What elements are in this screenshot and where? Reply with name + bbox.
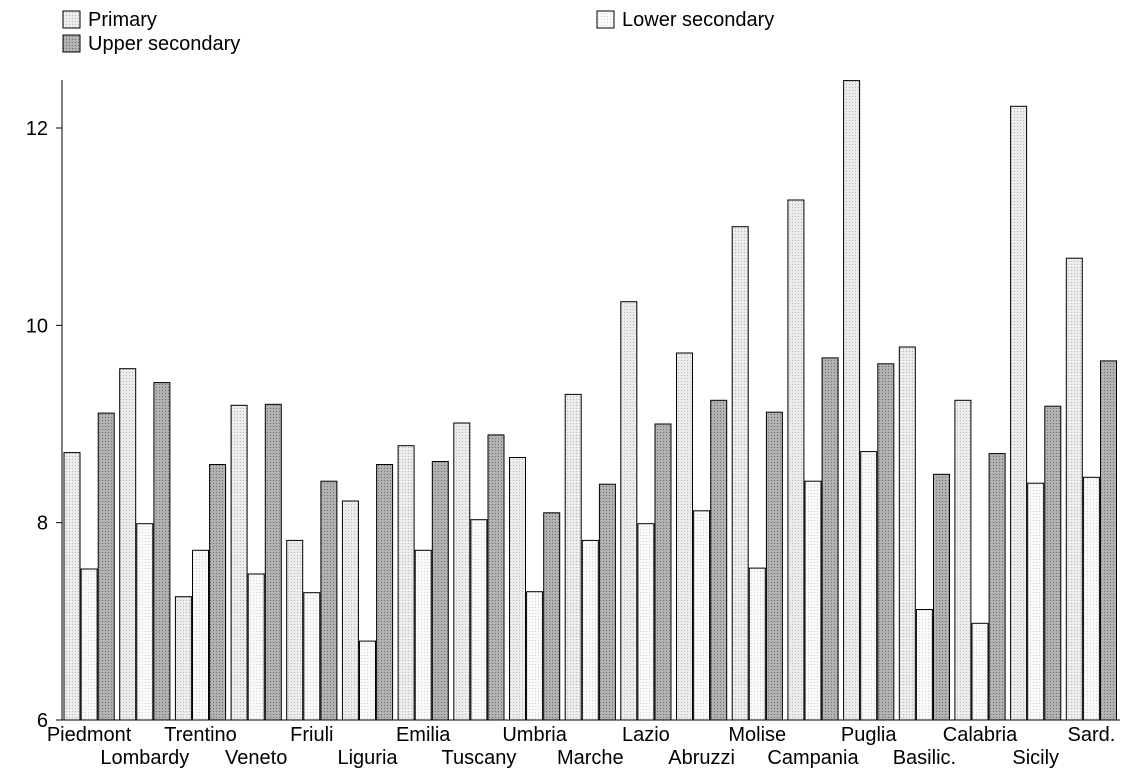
bar-upper-secondary-calabria	[988, 453, 1006, 721]
bar-upper-secondary-lazio	[654, 423, 672, 721]
category-label-tuscany: Tuscany	[441, 747, 516, 769]
category-label-emilia: Emilia	[396, 724, 451, 746]
category-label-basilic: Basilic.	[893, 747, 956, 769]
category-label-piedmont: Piedmont	[47, 724, 132, 746]
legend-swatch-upper-secondary	[62, 34, 81, 53]
bar-upper-secondary-campania	[821, 357, 839, 721]
legend-label-lower-secondary: Lower secondary	[622, 9, 774, 31]
bar-primary-liguria	[341, 500, 359, 721]
bar-upper-secondary-friuli	[320, 480, 338, 721]
category-label-calabria: Calabria	[943, 724, 1018, 746]
bar-upper-secondary-sard	[1100, 360, 1117, 721]
bar-lower-secondary-campania	[804, 480, 822, 721]
bar-primary-trentino	[174, 596, 192, 721]
bar-primary-molise	[731, 226, 749, 721]
category-label-lombardy: Lombardy	[100, 747, 189, 769]
bar-primary-sicily	[1010, 105, 1028, 721]
bar-upper-secondary-umbria	[543, 512, 561, 721]
bar-primary-umbria	[509, 457, 526, 721]
bar-primary-lombardy	[119, 368, 137, 721]
category-label-puglia: Puglia	[841, 724, 897, 746]
bar-lower-secondary-trentino	[192, 549, 209, 721]
legend-swatch-lower-secondary	[596, 10, 615, 29]
bar-upper-secondary-marche	[598, 483, 616, 721]
category-label-marche: Marche	[557, 747, 624, 769]
bar-upper-secondary-piedmont	[97, 412, 115, 721]
bar-lower-secondary-lombardy	[136, 523, 154, 721]
bar-lower-secondary-abruzzi	[693, 510, 711, 721]
bar-primary-abruzzi	[676, 352, 693, 721]
bar-upper-secondary-molise	[765, 411, 783, 721]
bar-upper-secondary-sicily	[1044, 405, 1062, 721]
bar-primary-marche	[564, 393, 582, 721]
axes-group: 6 8 10 12	[26, 80, 1120, 732]
category-label-trentino: Trentino	[164, 724, 237, 746]
category-label-friuli: Friuli	[290, 724, 333, 746]
category-label-lazio: Lazio	[622, 724, 670, 746]
category-label-veneto: Veneto	[225, 747, 287, 769]
bar-lower-secondary-friuli	[303, 592, 321, 721]
legend-label-upper-secondary: Upper secondary	[88, 33, 240, 55]
y-tick-label: 8	[37, 513, 48, 535]
category-label-liguria: Liguria	[337, 747, 398, 769]
bar-upper-secondary-lombardy	[153, 382, 171, 721]
bar-upper-secondary-liguria	[376, 464, 394, 721]
bar-lower-secondary-umbria	[526, 591, 544, 721]
legend-item-primary: Primary	[62, 9, 157, 31]
bar-upper-secondary-tuscany	[487, 434, 505, 721]
bar-primary-basilic	[898, 346, 916, 721]
bar-upper-secondary-abruzzi	[710, 399, 728, 721]
bar-lower-secondary-calabria	[971, 622, 989, 721]
category-label-molise: Molise	[728, 724, 786, 746]
bar-lower-secondary-lazio	[637, 523, 655, 721]
category-label-umbria: Umbria	[502, 724, 567, 746]
bar-lower-secondary-veneto	[247, 573, 265, 721]
bars-group	[63, 80, 1117, 721]
bar-upper-secondary-trentino	[209, 464, 227, 721]
bar-primary-emilia	[397, 445, 415, 721]
legend-swatch-primary	[62, 10, 81, 29]
bar-lower-secondary-tuscany	[470, 519, 488, 721]
legend-item-lower-secondary: Lower secondary	[596, 9, 774, 31]
y-tick-label: 10	[26, 315, 48, 337]
bar-lower-secondary-molise	[748, 567, 766, 721]
bar-lower-secondary-marche	[581, 539, 599, 721]
bar-lower-secondary-emilia	[414, 549, 432, 721]
bar-primary-piedmont	[63, 452, 81, 721]
bar-lower-secondary-basilic	[915, 609, 933, 721]
bar-upper-secondary-veneto	[264, 403, 282, 721]
bar-lower-secondary-piedmont	[80, 568, 98, 721]
category-labels: PiedmontLombardyTrentinoVenetoFriuliLigu…	[47, 724, 1115, 769]
category-label-sicily: Sicily	[1012, 747, 1059, 769]
bar-primary-calabria	[954, 399, 972, 721]
bar-primary-sard	[1065, 257, 1083, 721]
bar-primary-lazio	[620, 301, 638, 721]
category-label-campania: Campania	[767, 747, 859, 769]
bar-lower-secondary-sard	[1082, 476, 1100, 721]
bar-lower-secondary-liguria	[359, 640, 376, 721]
bar-primary-veneto	[230, 404, 248, 721]
bar-upper-secondary-puglia	[877, 363, 895, 721]
legend-item-upper-secondary: Upper secondary	[62, 33, 240, 55]
legend: Primary Lower secondary Upper secondary	[62, 9, 774, 55]
y-tick-label: 12	[26, 118, 48, 140]
bar-primary-campania	[787, 199, 805, 721]
bar-lower-secondary-sicily	[1027, 482, 1045, 721]
bar-upper-secondary-emilia	[431, 461, 449, 721]
bar-upper-secondary-basilic	[933, 473, 950, 721]
bar-primary-friuli	[286, 539, 304, 721]
y-tick-label: 6	[37, 710, 48, 732]
bar-lower-secondary-puglia	[860, 451, 878, 721]
legend-label-primary: Primary	[88, 9, 157, 31]
category-label-sard: Sard.	[1067, 724, 1115, 746]
bar-primary-puglia	[843, 80, 861, 721]
bar-primary-tuscany	[453, 422, 471, 721]
category-label-abruzzi: Abruzzi	[668, 747, 735, 769]
